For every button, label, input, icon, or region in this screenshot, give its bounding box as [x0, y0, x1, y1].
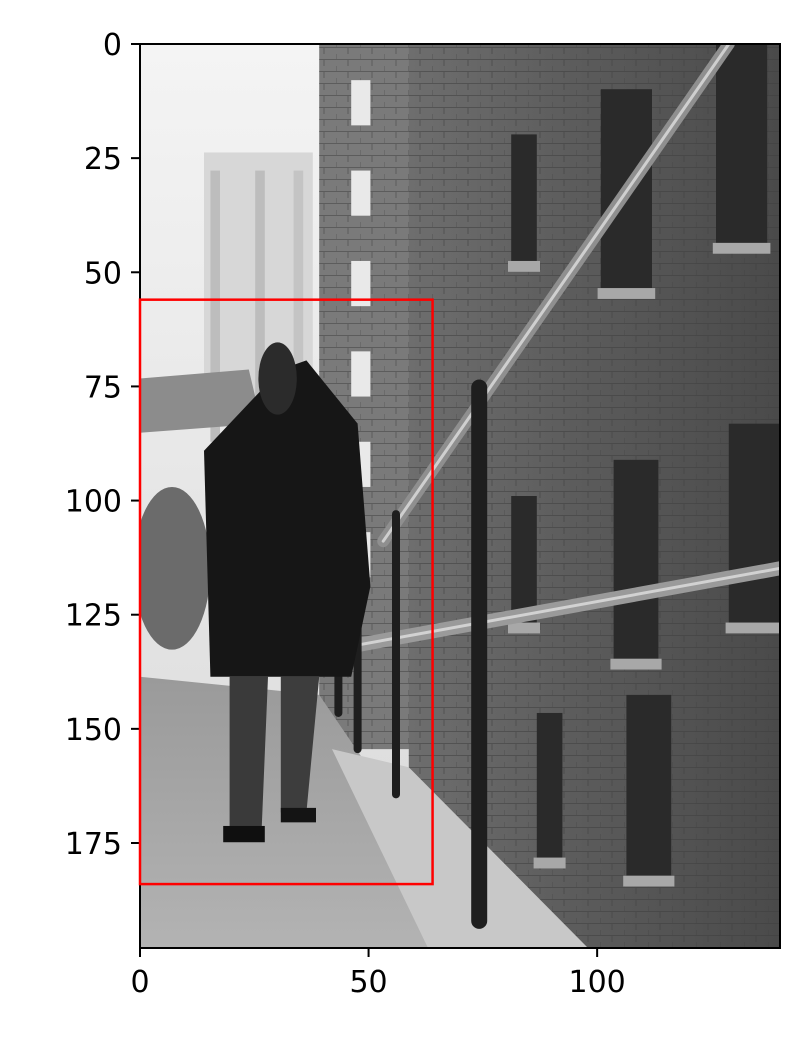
tower-window	[351, 80, 371, 126]
tree	[140, 486, 211, 650]
brick-facade-texture	[408, 44, 780, 948]
distant-pillar	[210, 170, 220, 442]
window-sill	[533, 857, 566, 869]
person-leg	[229, 676, 268, 831]
facade-window	[536, 712, 563, 858]
distant-pillar	[255, 170, 265, 442]
person-leg	[280, 676, 320, 813]
facade-window	[728, 423, 780, 623]
handrail-highlight	[381, 44, 731, 543]
window-sill	[610, 658, 662, 670]
facade-window	[716, 44, 768, 243]
tower-window	[351, 170, 371, 216]
awning	[140, 369, 262, 433]
tower-window	[351, 260, 371, 307]
street-photo	[140, 44, 780, 948]
person-shoe	[223, 825, 265, 843]
facade-window	[511, 134, 537, 261]
person-coat	[204, 360, 371, 677]
x-tick-label: 0	[130, 965, 149, 1000]
person-head	[258, 342, 297, 415]
facade-window	[511, 496, 537, 623]
person-shoe	[280, 807, 316, 823]
y-tick-label: 25	[84, 142, 122, 177]
y-tick-label: 175	[65, 827, 122, 862]
facade-window	[613, 459, 659, 659]
y-tick-label: 100	[65, 485, 122, 520]
handrail-lower-highlight	[330, 566, 780, 652]
y-axis-ticks: 0 25 50 75 100 125 150 175	[65, 28, 140, 862]
window-sill	[508, 622, 540, 634]
tower-window	[351, 351, 371, 397]
window-sill	[712, 242, 771, 254]
photo-artwork	[140, 44, 780, 948]
window-sill	[508, 260, 540, 272]
facade-window	[626, 694, 672, 876]
y-tick-label: 0	[103, 28, 122, 63]
x-tick-label: 100	[569, 965, 626, 1000]
curb	[332, 749, 588, 948]
y-tick-label: 75	[84, 370, 122, 405]
window-sill	[623, 875, 675, 887]
window-sill	[725, 622, 780, 634]
x-tick-label: 50	[349, 965, 387, 1000]
y-tick-label: 125	[65, 599, 122, 634]
y-tick-label: 50	[84, 256, 122, 291]
y-tick-label: 150	[65, 713, 122, 748]
x-axis-ticks: 0 50 100	[130, 948, 626, 1000]
distant-pillar	[293, 170, 304, 442]
window-sill	[597, 288, 656, 299]
person-bounding-box	[138, 298, 434, 886]
